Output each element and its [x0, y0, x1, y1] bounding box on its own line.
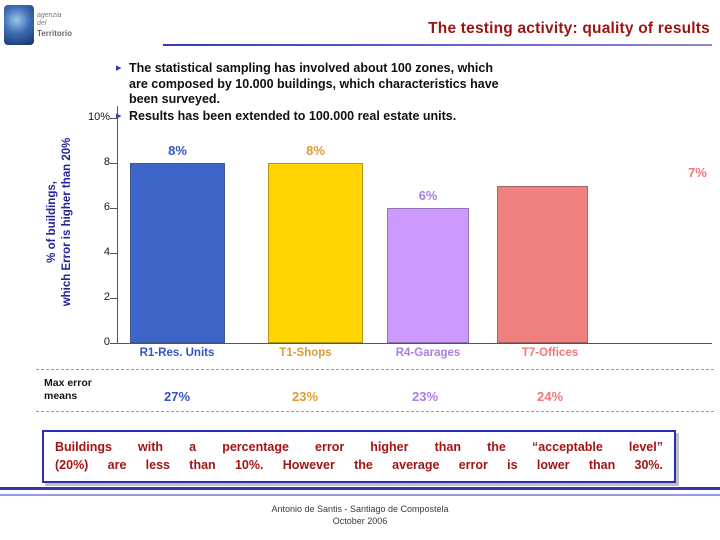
max-error-label: Max error means: [44, 377, 92, 403]
footer-date: October 2006: [332, 516, 388, 527]
globe-icon: [4, 5, 34, 45]
bullet-arrow-icon: ▸: [116, 62, 122, 74]
bullet-text: The statistical sampling has involved ab…: [129, 61, 499, 106]
bar-value-label-r4: 6%: [418, 188, 438, 203]
y-axis-title-line2: which Error is higher than 20%: [61, 137, 73, 307]
category-label-t7: T7-Offices: [521, 347, 579, 359]
dashed-separator-bottom: [36, 411, 714, 412]
bullet-text: Results has been extended to 100.000 rea…: [129, 108, 457, 123]
bar-r4-garages: [387, 208, 469, 343]
y-tick-label: 6: [103, 201, 110, 213]
dashed-separator-top: [36, 369, 714, 370]
y-tick-mark: [110, 343, 117, 344]
y-tick-mark: [110, 163, 117, 164]
footer-author: Antonio de Santis - Santiago de Composte…: [271, 504, 449, 514]
y-tick-label: 4: [103, 246, 110, 258]
bar-value-label-t1: 8%: [306, 143, 325, 158]
agency-logo-text: agenzia del Territorio: [37, 12, 72, 38]
bullet-list: ▸ The statistical sampling has involved …: [116, 61, 681, 125]
y-tick-label: 10%: [87, 111, 110, 123]
bar-r1-res-units: [130, 163, 225, 343]
bar-t1-shops: [268, 163, 363, 343]
y-axis-title: % of buildings, which Error is higher th…: [45, 72, 75, 372]
list-item: ▸ The statistical sampling has involved …: [116, 61, 681, 108]
agency-logo: agenzia del Territorio: [2, 2, 72, 48]
y-tick-mark: [110, 118, 117, 119]
slide-footer: Antonio de Santis - Santiago de Composte…: [0, 503, 720, 527]
y-tick-label: 0: [103, 336, 110, 348]
y-tick-mark: [110, 253, 117, 254]
y-tick-label: 8: [103, 156, 110, 168]
y-tick-mark: [110, 208, 117, 209]
agency-logo-line2: Territorio: [37, 28, 72, 38]
y-tick-label: 2: [103, 291, 110, 303]
x-axis-line: [117, 343, 712, 344]
bullet-arrow-icon: ▸: [116, 109, 122, 122]
slide-title: The testing activity: quality of results: [428, 20, 710, 37]
y-tick-mark: [110, 298, 117, 299]
title-underline: [163, 44, 712, 46]
category-label-r4: R4-Garages: [395, 347, 461, 359]
bar-t7-offices: [497, 185, 588, 343]
category-label-r1: R1-Res. Units: [139, 347, 215, 359]
y-axis-line: [117, 106, 118, 343]
y-axis-title-line1: % of buildings,: [46, 181, 59, 263]
max-error-value-r4: 23%: [411, 389, 439, 404]
bottom-rule-light: [0, 494, 720, 496]
category-label-t1: T1-Shops: [279, 347, 332, 359]
conclusion-box: Buildings with a percentage error higher…: [42, 430, 676, 483]
agency-logo-line1: agenzia del: [37, 11, 62, 28]
max-error-value-t1: 23%: [291, 389, 319, 404]
bar-value-label-t7: 7%: [688, 165, 707, 180]
max-error-value-r1: 27%: [163, 389, 191, 404]
bar-value-label-r1: 8%: [168, 143, 187, 158]
max-error-value-t7: 24%: [536, 389, 564, 404]
list-item: ▸ Results has been extended to 100.000 r…: [116, 109, 681, 125]
bottom-rule-dark: [0, 487, 720, 490]
